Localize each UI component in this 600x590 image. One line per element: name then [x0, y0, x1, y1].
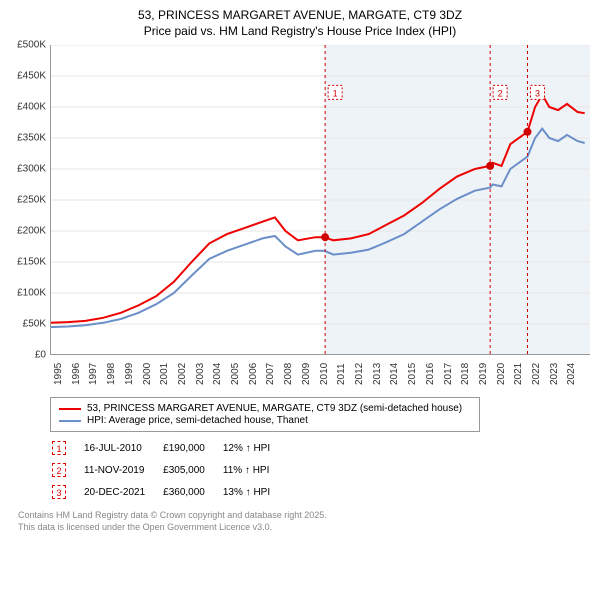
x-tick-label: 2011 [336, 364, 347, 386]
svg-text:2: 2 [498, 89, 503, 99]
sale-date: 20-DEC-2021 [84, 482, 161, 502]
x-tick-label: 2003 [195, 363, 206, 385]
y-tick-label: £350K [17, 133, 46, 144]
x-tick-label: 2020 [496, 363, 507, 385]
footer-attribution: Contains HM Land Registry data © Crown c… [18, 510, 590, 533]
sale-price: £190,000 [163, 438, 221, 458]
y-tick-label: £100K [17, 288, 46, 299]
y-axis-labels: £0£50K£100K£150K£200K£250K£300K£350K£400… [10, 45, 48, 355]
x-tick-label: 1996 [71, 363, 82, 385]
x-tick-label: 2006 [248, 363, 259, 385]
chart-container: 53, PRINCESS MARGARET AVENUE, MARGATE, C… [0, 0, 600, 542]
x-tick-label: 2022 [531, 363, 542, 385]
x-tick-label: 2001 [159, 363, 170, 385]
x-axis-labels: 1995 1996 1997 1998 1999 2000 2001 2002 2003 2004… [50, 355, 590, 391]
x-tick-label: 1997 [88, 363, 99, 385]
chart-title-block: 53, PRINCESS MARGARET AVENUE, MARGATE, C… [10, 8, 590, 39]
y-tick-label: £300K [17, 164, 46, 175]
sale-date: 11-NOV-2019 [84, 460, 161, 480]
x-tick-label: 1995 [53, 363, 64, 385]
sale-price: £360,000 [163, 482, 221, 502]
y-tick-label: £0 [35, 350, 46, 361]
y-tick-label: £200K [17, 226, 46, 237]
sales-row: 2 11-NOV-2019£305,00011% ↑ HPI [52, 460, 286, 480]
y-tick-label: £400K [17, 102, 46, 113]
x-tick-label: 1999 [124, 363, 135, 385]
x-tick-label: 2002 [177, 363, 188, 385]
legend-label: HPI: Average price, semi-detached house,… [87, 415, 308, 426]
x-tick-label: 2012 [354, 363, 365, 385]
legend: 53, PRINCESS MARGARET AVENUE, MARGATE, C… [50, 397, 480, 432]
x-tick-label: 2009 [301, 363, 312, 385]
x-tick-label: 2004 [212, 363, 223, 385]
sale-price: £305,000 [163, 460, 221, 480]
x-tick-label: 2010 [319, 363, 330, 385]
x-tick-label: 2007 [265, 363, 276, 385]
x-tick-label: 2013 [372, 363, 383, 385]
line-chart-svg: 1 2 3 [50, 45, 590, 355]
legend-label: 53, PRINCESS MARGARET AVENUE, MARGATE, C… [87, 403, 462, 414]
sale-marker-box: 1 [52, 441, 66, 455]
x-tick-label: 2021 [513, 363, 524, 385]
sale-date: 16-JUL-2010 [84, 438, 161, 458]
footer-line-2: This data is licensed under the Open Gov… [18, 522, 590, 534]
y-tick-label: £50K [23, 319, 46, 330]
y-tick-label: £500K [17, 40, 46, 51]
y-tick-label: £150K [17, 257, 46, 268]
x-tick-label: 2005 [230, 363, 241, 385]
sales-row: 1 16-JUL-2010£190,00012% ↑ HPI [52, 438, 286, 458]
legend-swatch [59, 420, 81, 422]
x-tick-label: 2008 [283, 363, 294, 385]
legend-item: 53, PRINCESS MARGARET AVENUE, MARGATE, C… [59, 403, 471, 414]
x-tick-label: 2014 [389, 363, 400, 385]
svg-text:1: 1 [333, 89, 338, 99]
x-tick-label: 1998 [106, 363, 117, 385]
svg-text:3: 3 [535, 89, 540, 99]
x-tick-label: 2018 [460, 363, 471, 385]
x-tick-label: 2024 [566, 363, 577, 385]
x-tick-label: 2017 [443, 363, 454, 385]
sale-marker-box: 2 [52, 463, 66, 477]
footer-line-1: Contains HM Land Registry data © Crown c… [18, 510, 590, 522]
sale-delta: 13% ↑ HPI [223, 482, 286, 502]
sale-delta: 12% ↑ HPI [223, 438, 286, 458]
x-tick-label: 2019 [478, 363, 489, 385]
title-line-1: 53, PRINCESS MARGARET AVENUE, MARGATE, C… [10, 8, 590, 24]
x-tick-label: 2016 [425, 363, 436, 385]
chart-plot-area: £0£50K£100K£150K£200K£250K£300K£350K£400… [50, 45, 590, 355]
title-line-2: Price paid vs. HM Land Registry's House … [10, 24, 590, 40]
legend-swatch [59, 408, 81, 410]
sales-row: 3 20-DEC-2021£360,00013% ↑ HPI [52, 482, 286, 502]
legend-item: HPI: Average price, semi-detached house,… [59, 415, 471, 426]
sale-marker-box: 3 [52, 485, 66, 499]
y-tick-label: £250K [17, 195, 46, 206]
sales-table: 1 16-JUL-2010£190,00012% ↑ HPI 2 11-NOV-201… [50, 436, 288, 504]
x-tick-label: 2023 [549, 363, 560, 385]
y-tick-label: £450K [17, 71, 46, 82]
x-tick-label: 2000 [142, 363, 153, 385]
x-tick-label: 2015 [407, 363, 418, 385]
sale-delta: 11% ↑ HPI [223, 460, 286, 480]
